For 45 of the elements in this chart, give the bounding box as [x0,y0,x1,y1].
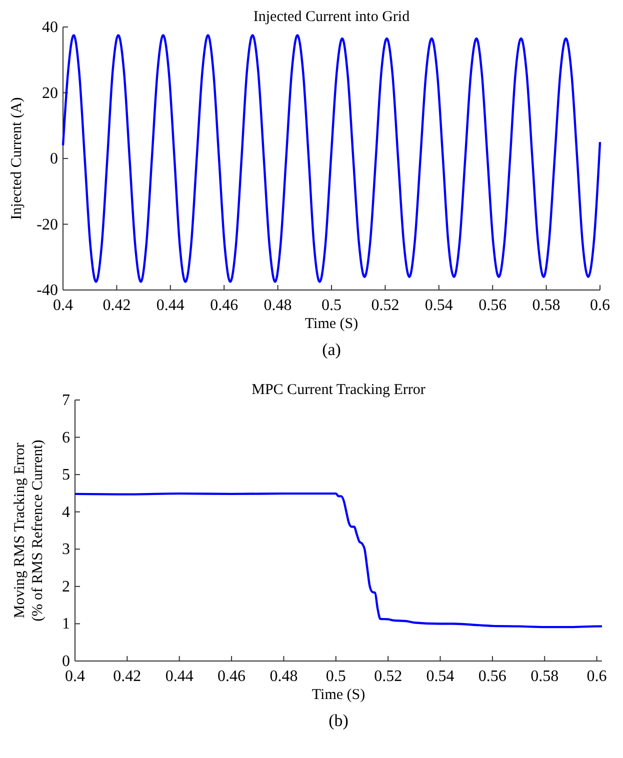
x-axis-title: Time (S) [312,687,366,703]
y-axis-title: Moving RMS Tracking Error (% of RMS Refrence Current) [12,440,46,622]
x-tick-label: 0.56 [478,297,507,314]
text: (b) [328,711,348,730]
x-tick-label: 0.58 [530,668,559,685]
y-tick-label: -40 [36,282,58,299]
y-tick-label: 7 [62,392,70,409]
y-tick-label: 2 [62,578,70,596]
x-tick-label: 0.6 [590,297,610,314]
x-tick-label: 0.5 [322,297,342,314]
y-axis-title: Injected Current (A) [9,97,25,220]
x-tick-label: 0.46 [210,297,238,314]
x-tick-label: 0.48 [264,297,292,314]
y-tick-label: 5 [62,466,70,484]
line-series [74,492,604,628]
chart-title: MPC Current Tracking Error [252,382,426,398]
y-tick-label: 4 [62,504,70,521]
x-tick-label: 0.52 [374,668,402,685]
y-tick-label: 0 [50,150,58,168]
y-tick-label: 40 [42,19,58,36]
x-tick-label: 0.56 [478,668,506,685]
x-tick-label: 0.6 [586,668,607,685]
text: (a) [322,340,341,359]
y-tick-label: 6 [62,429,70,446]
y-tick-label: 3 [62,541,70,558]
x-tick-label: 0.44 [156,297,184,314]
x-tick-label: 0.54 [424,297,453,314]
x-tick-label: 0.42 [102,297,131,314]
x-tick-label: 0.5 [326,668,346,685]
x-tick-label: 0.58 [532,297,560,314]
x-tick-label: 0.4 [65,668,85,685]
y-tick-label: -20 [36,216,58,234]
line-series [62,34,602,283]
y-tick-label: 20 [42,84,58,102]
x-tick-label: 0.52 [371,297,400,314]
x-tick-label: 0.44 [165,668,194,685]
x-tick-label: 0.42 [113,668,142,685]
x-axis-title: Time (S) [304,316,358,332]
y-tick-label: 0 [62,653,70,670]
x-tick-label: 0.46 [218,668,246,685]
x-tick-label: 0.48 [270,668,298,685]
chart-title: Injected Current into Grid [253,9,410,25]
x-tick-label: 0.4 [53,297,73,314]
x-tick-label: 0.54 [426,668,454,685]
y-tick-label: 1 [62,616,70,633]
